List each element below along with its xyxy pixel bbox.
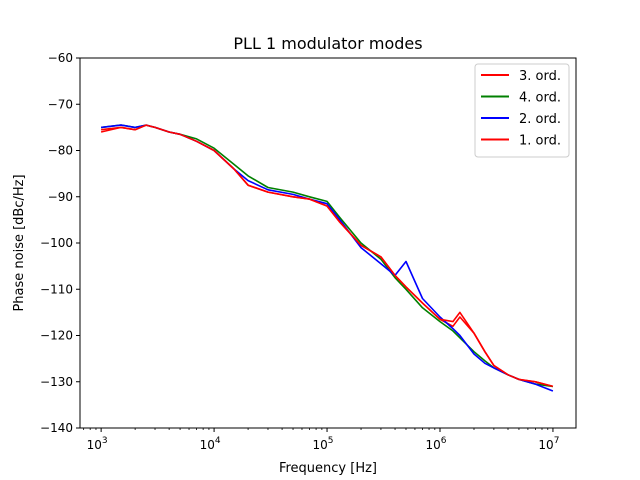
legend-label: 1. ord. xyxy=(519,134,561,149)
x-tick-label: 106 xyxy=(425,436,446,452)
y-tick-label: −60 xyxy=(48,51,73,65)
y-tick-label: −100 xyxy=(40,236,73,250)
series-line-4 xyxy=(100,124,554,388)
plot-area xyxy=(100,124,554,392)
x-tick-label: 104 xyxy=(200,436,221,452)
y-axis-label: Phase noise [dBc/Hz] xyxy=(12,174,27,311)
legend-label: 3. ord. xyxy=(519,69,561,84)
y-tick-label: −90 xyxy=(48,190,73,204)
series-line-1 xyxy=(101,124,554,388)
legend: 3. ord. 4. ord. 2. ord. 1. ord. xyxy=(474,63,570,158)
x-axis-label: Frequency [Hz] xyxy=(279,461,377,476)
legend-label: 4. ord. xyxy=(519,91,561,106)
y-tick-label: −80 xyxy=(48,144,73,158)
y-tick-label: −70 xyxy=(48,97,73,111)
y-tick-label: −130 xyxy=(40,375,73,389)
series-line-2 xyxy=(101,124,554,388)
y-tick-label: −140 xyxy=(40,421,73,435)
legend-label: 2. ord. xyxy=(519,112,561,127)
y-axis: −60 −70 −80 −90 −100 −110 −120 −130 −140 xyxy=(40,51,80,435)
y-tick-label: −110 xyxy=(40,282,73,296)
legend-box xyxy=(474,63,570,158)
x-tick-label: 103 xyxy=(87,436,108,452)
chart-title: PLL 1 modulator modes xyxy=(233,34,422,53)
y-tick-label: −120 xyxy=(40,329,73,343)
x-tick-label: 105 xyxy=(313,436,334,452)
x-tick-label: 107 xyxy=(538,436,559,452)
x-axis: 103 104 105 106 107 xyxy=(83,428,559,452)
